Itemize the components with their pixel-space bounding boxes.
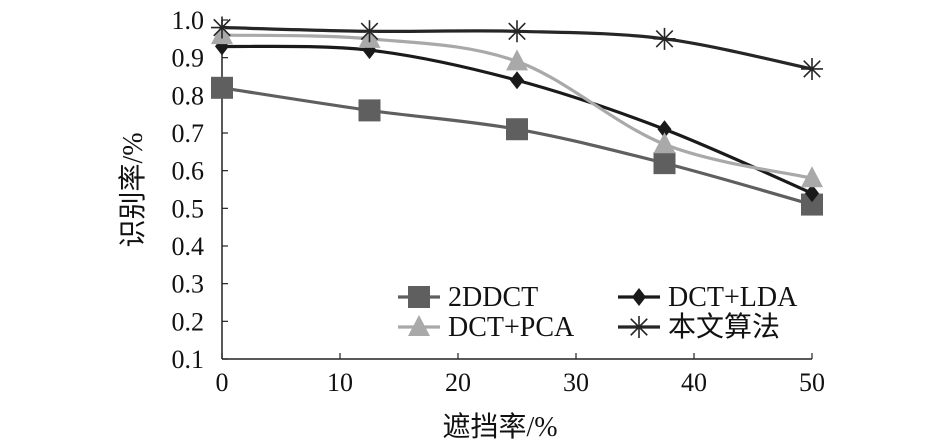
y-tick-label: 0.8: [172, 81, 205, 110]
x-tick-label: 10: [327, 368, 353, 397]
legend-item-triangle: DCT+PCA: [398, 312, 575, 343]
legend-label: DCT+LDA: [668, 282, 798, 313]
y-tick-label: 0.5: [172, 194, 205, 223]
data-point-square: [653, 152, 676, 175]
y-tick-label: 0.7: [172, 119, 205, 148]
legend-label: 本文算法: [668, 311, 780, 343]
x-tick-label: 50: [799, 368, 825, 397]
legend-label: 2DDCT: [448, 282, 538, 313]
data-point-square: [506, 118, 528, 141]
y-tick-label: 0.1: [172, 345, 205, 374]
y-tick-label: 0.3: [172, 270, 205, 299]
data-point-triangle: [801, 166, 823, 188]
data-point-diamond: [510, 71, 524, 90]
legend: 2DDCT DCT+LDA DCT+PCA 本文算法: [398, 282, 798, 343]
data-point-square: [211, 76, 233, 99]
legend-marker-diamond: [632, 288, 646, 306]
y-tick-label: 1.0: [172, 6, 205, 35]
x-tick-label: 40: [681, 368, 707, 397]
data-point-asterisk: [801, 57, 823, 80]
legend-marker-asterisk: [628, 316, 650, 338]
data-point-asterisk: [211, 16, 233, 39]
data-point-triangle: [653, 132, 676, 154]
data-point-asterisk: [653, 27, 676, 50]
legend-item-square: 2DDCT: [398, 282, 538, 313]
series-line-square: [221, 86, 813, 207]
data-point-asterisk: [506, 20, 528, 43]
axes: 0.1 0.2 0.3 0.4 0.5 0.6 0.7 0.8 0.9 1.0 0 10 20 30 40 5…: [172, 6, 826, 397]
data-point-diamond: [805, 184, 819, 203]
x-tick-label: 30: [563, 368, 589, 397]
data-point-triangle: [506, 49, 528, 71]
data-point-square: [801, 193, 823, 216]
legend-item-asterisk: 本文算法: [618, 311, 780, 343]
x-tick-label: 0: [216, 368, 229, 397]
legend-marker-triangle: [408, 315, 430, 336]
x-tick-label: 20: [445, 368, 471, 397]
y-tick-label: 0.9: [172, 44, 205, 73]
y-tick-label: 0.4: [172, 232, 205, 261]
legend-label: DCT+PCA: [448, 312, 575, 343]
data-point-diamond: [657, 120, 672, 139]
data-point-asterisk: [358, 20, 381, 43]
legend-marker-square: [408, 286, 430, 308]
y-tick-label: 0.6: [172, 157, 205, 186]
legend-item-diamond: DCT+LDA: [618, 282, 798, 313]
data-point-square: [358, 99, 381, 122]
y-axis-title: 识别率/%: [117, 132, 149, 247]
x-axis-title: 遮挡率/%: [442, 411, 557, 443]
series-markers: [211, 16, 823, 216]
y-tick-label: 0.2: [172, 307, 205, 336]
